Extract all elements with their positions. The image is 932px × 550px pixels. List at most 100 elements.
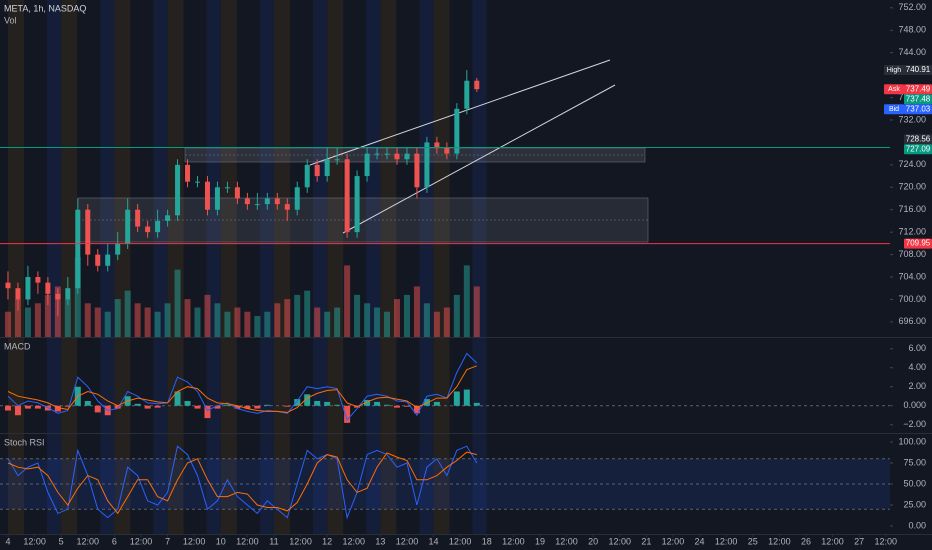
price-badge-value: 737.48: [906, 94, 931, 103]
after-hours-stripe: [419, 0, 434, 534]
y-tick-label: 712.00: [898, 227, 926, 237]
y-tick-label: 100.00: [898, 436, 926, 446]
volume-bar: [453, 294, 460, 337]
price-badge-value: 737.49: [906, 84, 931, 93]
y-tick-label: 6.00: [908, 343, 926, 353]
volume-bar: [114, 299, 121, 337]
histogram-bar: [374, 401, 381, 406]
indicator-line: [7, 451, 477, 515]
x-tick-label: 27: [854, 536, 864, 546]
candle-body: [464, 80, 470, 109]
price-badge-name: Ask: [888, 86, 900, 93]
volume-bar: [24, 307, 31, 337]
x-tick-label: 12:00: [289, 536, 312, 546]
candle-body: [194, 181, 200, 183]
x-tick-label: 4: [5, 536, 10, 546]
y-tick-label: 696.00: [898, 316, 926, 326]
indicator-line: [7, 365, 477, 413]
histogram-bar: [304, 394, 311, 406]
histogram-bar: [54, 405, 61, 412]
volume-bar: [34, 303, 41, 337]
candle-body: [434, 142, 440, 149]
y-tick-label: 0.00: [908, 520, 926, 530]
volume-bar: [393, 299, 400, 337]
volume-bar: [94, 307, 101, 337]
y-tick-label: 748.00: [898, 25, 926, 35]
volume-bar: [254, 315, 261, 337]
x-tick-label: 12:00: [130, 536, 153, 546]
stoch-title: Stoch RSI: [4, 437, 45, 447]
candle-body: [5, 282, 11, 289]
candle-body: [414, 153, 420, 188]
x-tick-label: 12:00: [555, 536, 578, 546]
candle-body: [284, 204, 290, 210]
after-hours-stripe: [47, 0, 61, 534]
candle-body: [384, 153, 390, 155]
pre-market-stripe: [380, 0, 397, 534]
pre-market-stripe: [8, 0, 24, 534]
candle-body: [204, 181, 210, 210]
symbol-title: META, 1h, NASDAQ: [4, 3, 86, 13]
price-badge-value: 728.56: [906, 134, 931, 143]
price-badge-value: 727.09: [906, 144, 931, 153]
x-tick-label: 12:00: [183, 536, 206, 546]
price-badge: [904, 84, 932, 95]
after-hours-stripe: [153, 0, 168, 534]
candle-body: [25, 277, 31, 300]
price-badge-value: 709.95: [906, 239, 931, 248]
histogram-bar: [314, 400, 321, 406]
candle-body: [145, 226, 151, 233]
after-hours-stripe: [472, 0, 487, 534]
candle-body: [45, 282, 51, 294]
y-tick-label: 708.00: [898, 249, 926, 259]
x-tick-label: 12:00: [236, 536, 259, 546]
x-tick-label: 12: [322, 536, 332, 546]
x-tick-label: 12:00: [343, 536, 366, 546]
y-tick-label: −2.00: [903, 419, 926, 429]
histogram-bar: [154, 405, 161, 408]
candle-body: [214, 187, 220, 210]
volume-bar: [423, 303, 430, 337]
histogram-bar: [264, 404, 271, 406]
pre-market-stripe: [220, 0, 237, 534]
x-tick-label: 12:00: [768, 536, 791, 546]
y-tick-label: 704.00: [898, 271, 926, 281]
x-tick-label: 12:00: [874, 536, 897, 546]
candle-body: [364, 153, 370, 177]
candle-body: [224, 187, 230, 189]
y-tick-label: 744.00: [898, 47, 926, 57]
price-badge: [904, 144, 932, 155]
volume-bar: [403, 294, 410, 337]
volume-bar: [304, 290, 311, 337]
histogram-bar: [294, 399, 301, 406]
histogram-bar: [384, 404, 391, 406]
x-tick-label: 25: [748, 536, 758, 546]
volume-bar: [84, 303, 91, 337]
histogram-bar: [234, 405, 241, 409]
volume-bar: [134, 303, 141, 337]
price-badge: [904, 104, 932, 115]
histogram-bar: [224, 404, 231, 406]
candle-body: [15, 288, 21, 300]
candle-body: [264, 198, 270, 205]
candle-body: [75, 209, 81, 289]
volume-bar: [104, 311, 111, 337]
candle-body: [374, 153, 380, 155]
volume-bar: [324, 311, 331, 337]
candle-body: [85, 209, 91, 255]
histogram-bar: [433, 401, 440, 406]
volume-bar: [344, 265, 351, 337]
y-tick-label: 724.00: [898, 159, 926, 169]
volume-bar: [314, 307, 321, 337]
y-tick-label: 700.00: [898, 294, 926, 304]
histogram-bar: [184, 400, 191, 406]
histogram-bar: [84, 400, 91, 406]
candle-body: [404, 153, 410, 160]
histogram-bar: [114, 405, 121, 409]
volume-bar: [224, 311, 231, 337]
price-badge: [904, 238, 932, 249]
histogram-bar: [254, 405, 261, 409]
x-tick-label: 18: [482, 536, 492, 546]
x-tick-label: 11: [269, 536, 278, 546]
